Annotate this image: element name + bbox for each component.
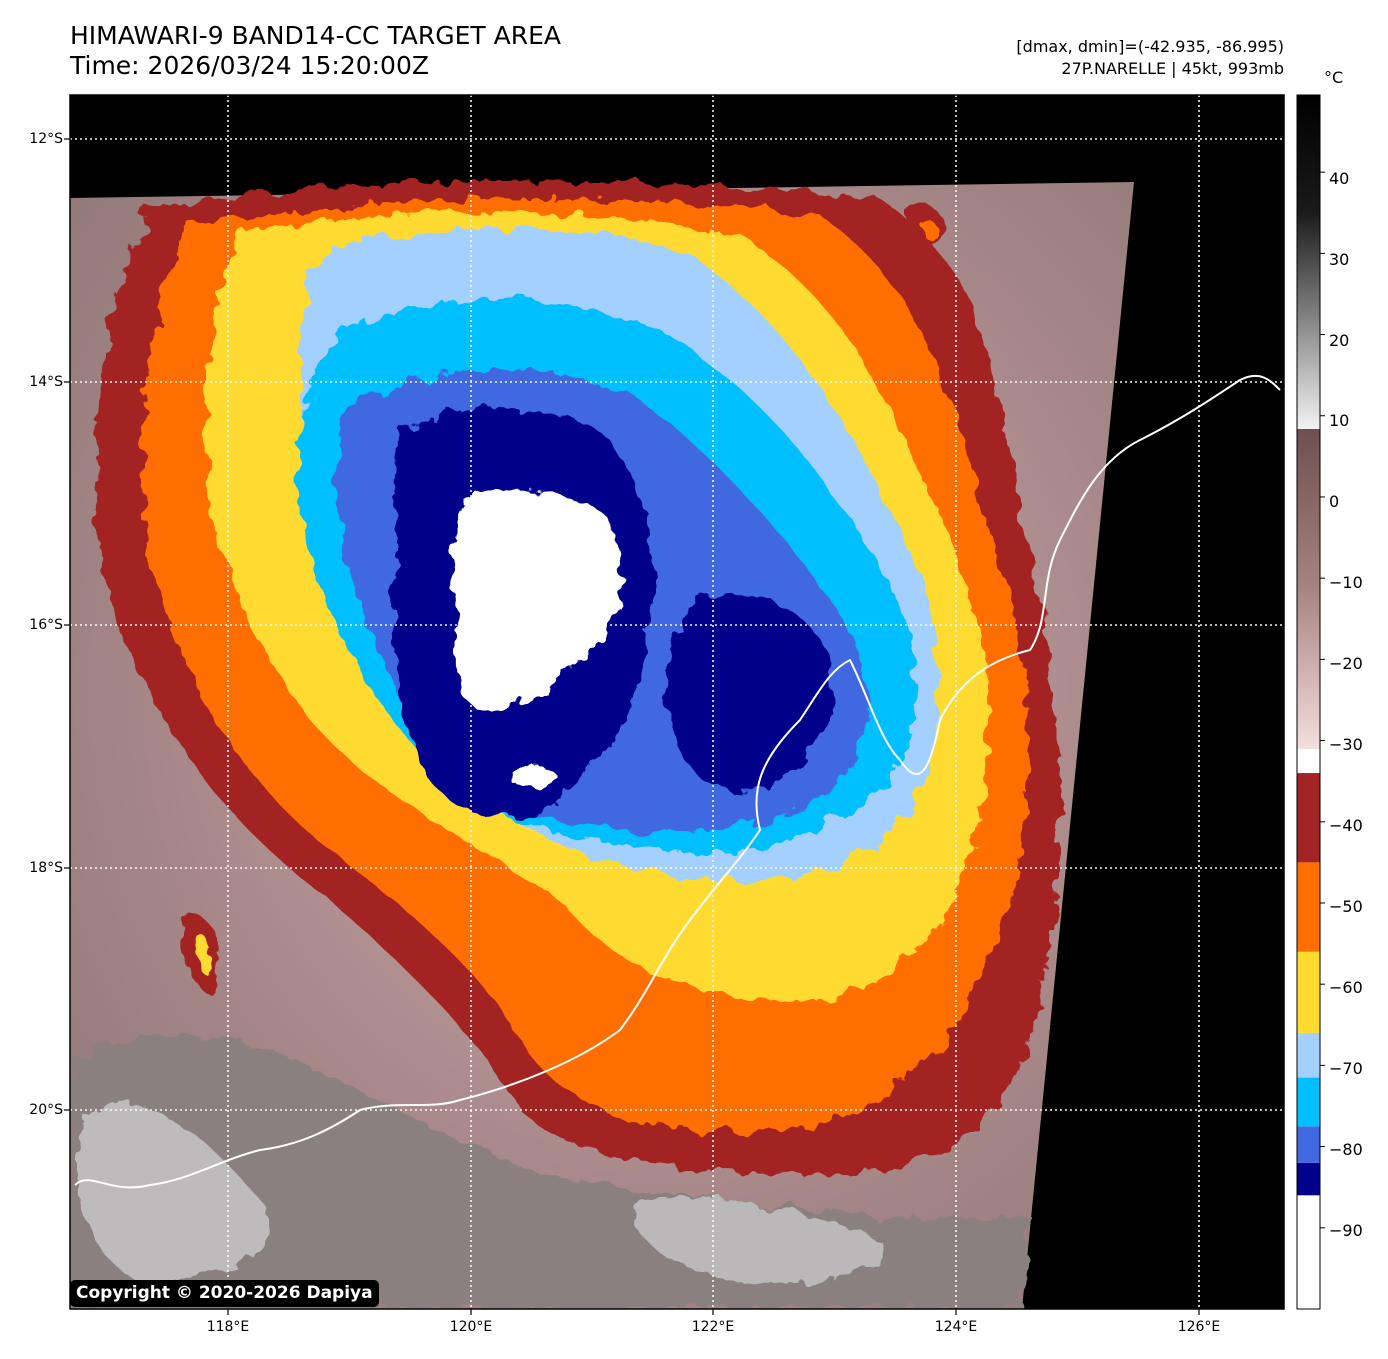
colorbar-tick-40: 40 — [1329, 169, 1350, 188]
lat-label-12s: 12°S — [29, 131, 63, 147]
colorbar-tick-minus-30: −30 — [1329, 735, 1363, 754]
band-minus-85-east — [666, 593, 832, 792]
colorbar-tick-minus-40: −40 — [1329, 816, 1363, 835]
lon-label-124e: 124°E — [934, 1319, 978, 1335]
colorbar-tick-minus-60: −60 — [1329, 978, 1363, 997]
colorbar-tick-minus-70: −70 — [1329, 1059, 1363, 1078]
colorbar-levels — [1297, 773, 1320, 1309]
colorbar-tick-minus-20: −20 — [1329, 654, 1363, 673]
colorbar-tick-0: 0 — [1329, 492, 1340, 511]
gridlines — [70, 95, 1284, 1309]
lat-label-14s: 14°S — [29, 374, 63, 390]
lon-label-122e: 122°E — [691, 1319, 735, 1335]
colorbar — [1296, 94, 1325, 1310]
colorbar-level-2 — [1297, 1126, 1320, 1163]
coastline — [74, 374, 1281, 1189]
colorbar-level-5 — [1297, 951, 1320, 1033]
colorbar-tick-minus-80: −80 — [1329, 1140, 1363, 1159]
colorbar-level-3 — [1297, 1077, 1320, 1127]
band-minus-90-core — [451, 489, 623, 711]
colorbar-unit: °C — [1324, 68, 1344, 87]
lat-label-20s: 20°S — [29, 1102, 63, 1118]
land-bright-patches — [77, 1105, 271, 1282]
colorbar-tick-minus-50: −50 — [1329, 897, 1363, 916]
storm-info-label: 27P.NARELLE | 45kt, 993mb — [1061, 59, 1284, 78]
lon-label-126e: 126°E — [1177, 1319, 1221, 1335]
colorbar-tick-minus-10: −10 — [1329, 573, 1363, 592]
colorbar-level-7 — [1297, 773, 1320, 863]
colorbar-level-4 — [1297, 1032, 1320, 1078]
band-minus-90-spot — [512, 764, 558, 790]
data-range-label: [dmax, dmin]=(-42.935, -86.995) — [1016, 37, 1284, 56]
lon-label-120e: 120°E — [449, 1319, 493, 1335]
colorbar-tick-30: 30 — [1329, 250, 1350, 269]
title-line-2: Time: 2026/03/24 15:20:00Z — [70, 51, 429, 80]
lat-label-16s: 16°S — [29, 617, 63, 633]
colorbar-tick-20: 20 — [1329, 331, 1350, 350]
colorbar-level-1 — [1297, 1162, 1320, 1196]
lon-label-118e: 118°E — [206, 1319, 250, 1335]
colorbar-tick-10: 10 — [1329, 411, 1350, 430]
lat-label-18s: 18°S — [29, 860, 63, 876]
colorbar-level-6 — [1297, 862, 1320, 952]
copyright-label: Copyright © 2020-2026 Dapiya — [70, 1280, 379, 1307]
colorbar-tick-minus-90: −90 — [1329, 1221, 1363, 1240]
colorbar-level-0 — [1297, 1195, 1320, 1309]
title-line-1: HIMAWARI-9 BAND14-CC TARGET AREA — [70, 21, 562, 50]
